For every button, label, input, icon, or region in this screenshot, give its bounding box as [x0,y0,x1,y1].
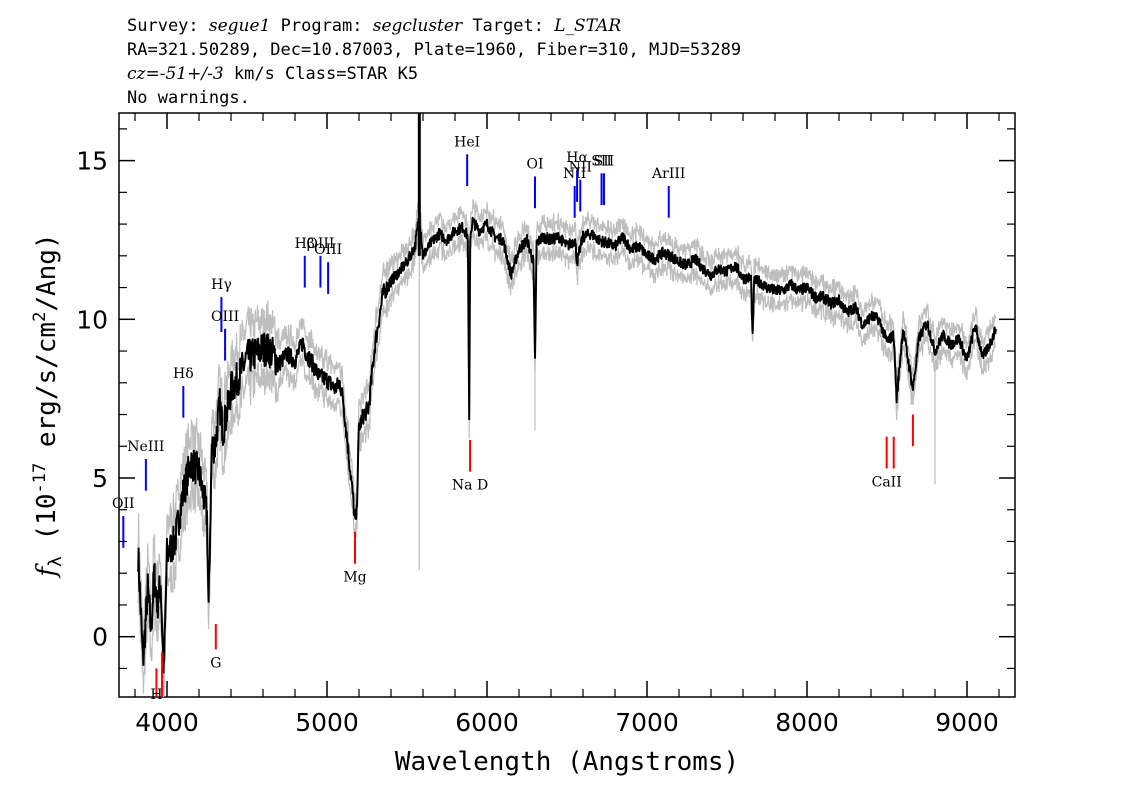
emission-line-label: NeIII [127,439,164,455]
absorption-line-label: CaII [872,474,902,490]
axis-ticks [119,113,1015,697]
y-tick-label: 10 [76,305,108,334]
emission-line-label: OI [526,156,543,172]
error-layer [137,199,997,697]
y-axis-label: fλ (10-17 erg/s/cm2/Ang) [30,233,66,578]
error-envelope-lower [137,229,996,697]
x-tick-label: 6000 [455,708,519,737]
emission-line-label: Hγ [211,277,232,293]
y-axis-label-part: -17 [30,463,50,494]
header-line-warnings: No warnings. [127,88,250,108]
x-tick-label: 9000 [935,708,999,737]
y-axis-label-part: 2 [30,312,50,322]
y-tick-label: 0 [92,623,108,652]
emission-line-label: OIII [306,236,334,252]
flux-layer [137,113,997,674]
absorption-line-label: G [210,655,221,671]
emission-line-label: Hα [566,150,588,166]
header-segment: Survey: [127,16,209,36]
header-segment: Program: [270,16,372,36]
emission-line-label: ArIII [651,166,685,182]
emission-line-label: NII [563,166,586,182]
y-tick-label: 5 [92,464,108,493]
x-tick-label: 4000 [135,708,199,737]
absorption-line-label: H [150,687,162,703]
flux-line [137,216,997,674]
emission-line-label: OIII [211,309,239,325]
emission-line-label: OII [112,496,135,512]
plot-frame [118,112,1016,698]
y-axis-label-part: λ [45,556,66,567]
error-envelope-upper [137,199,997,647]
header-segment: km/s Class=STAR K5 [224,64,418,84]
header-segment: cz=-51+/-3 [127,64,224,84]
x-axis-label: Wavelength (Angstroms) [395,747,739,777]
emission-line-label: Hδ [173,366,194,382]
emission-line-label: SII [594,153,615,169]
header-line-coordinates: RA=321.50289, Dec=10.87003, Plate=1960, … [127,40,741,60]
header-line-redshift-class: cz=-51+/-3 km/s Class=STAR K5 [127,64,418,84]
absorption-line-label: Mg [343,570,366,586]
x-tick-label: 5000 [295,708,359,737]
y-axis-label-part: erg/s/cm [32,322,62,463]
x-tick-label: 8000 [775,708,839,737]
absorption-line-label: Na D [452,478,488,494]
header-segment: segue1 [209,16,271,36]
axis-tick-labels: 4000 5000 6000 7000 8000 9000 0 5 10 15 [76,147,999,737]
header-segment: Target: [462,16,554,36]
emission-line-label: SII [591,153,612,169]
header-line-survey: Survey: segue1 Program: segcluster Targe… [127,16,621,36]
emission-line-label: Hβ [295,236,315,252]
y-tick-label: 15 [76,147,108,176]
header-segment: segcluster [373,16,463,36]
x-tick-label: 7000 [615,708,679,737]
emission-line-label: NII [569,160,592,176]
y-axis-label-part: /Ang) [32,233,62,311]
y-axis-label-part: (10 [32,494,62,557]
emission-line-label: HeI [454,134,480,150]
emission-line-label: OIII [314,242,342,258]
header-segment: L_STAR [553,16,621,36]
